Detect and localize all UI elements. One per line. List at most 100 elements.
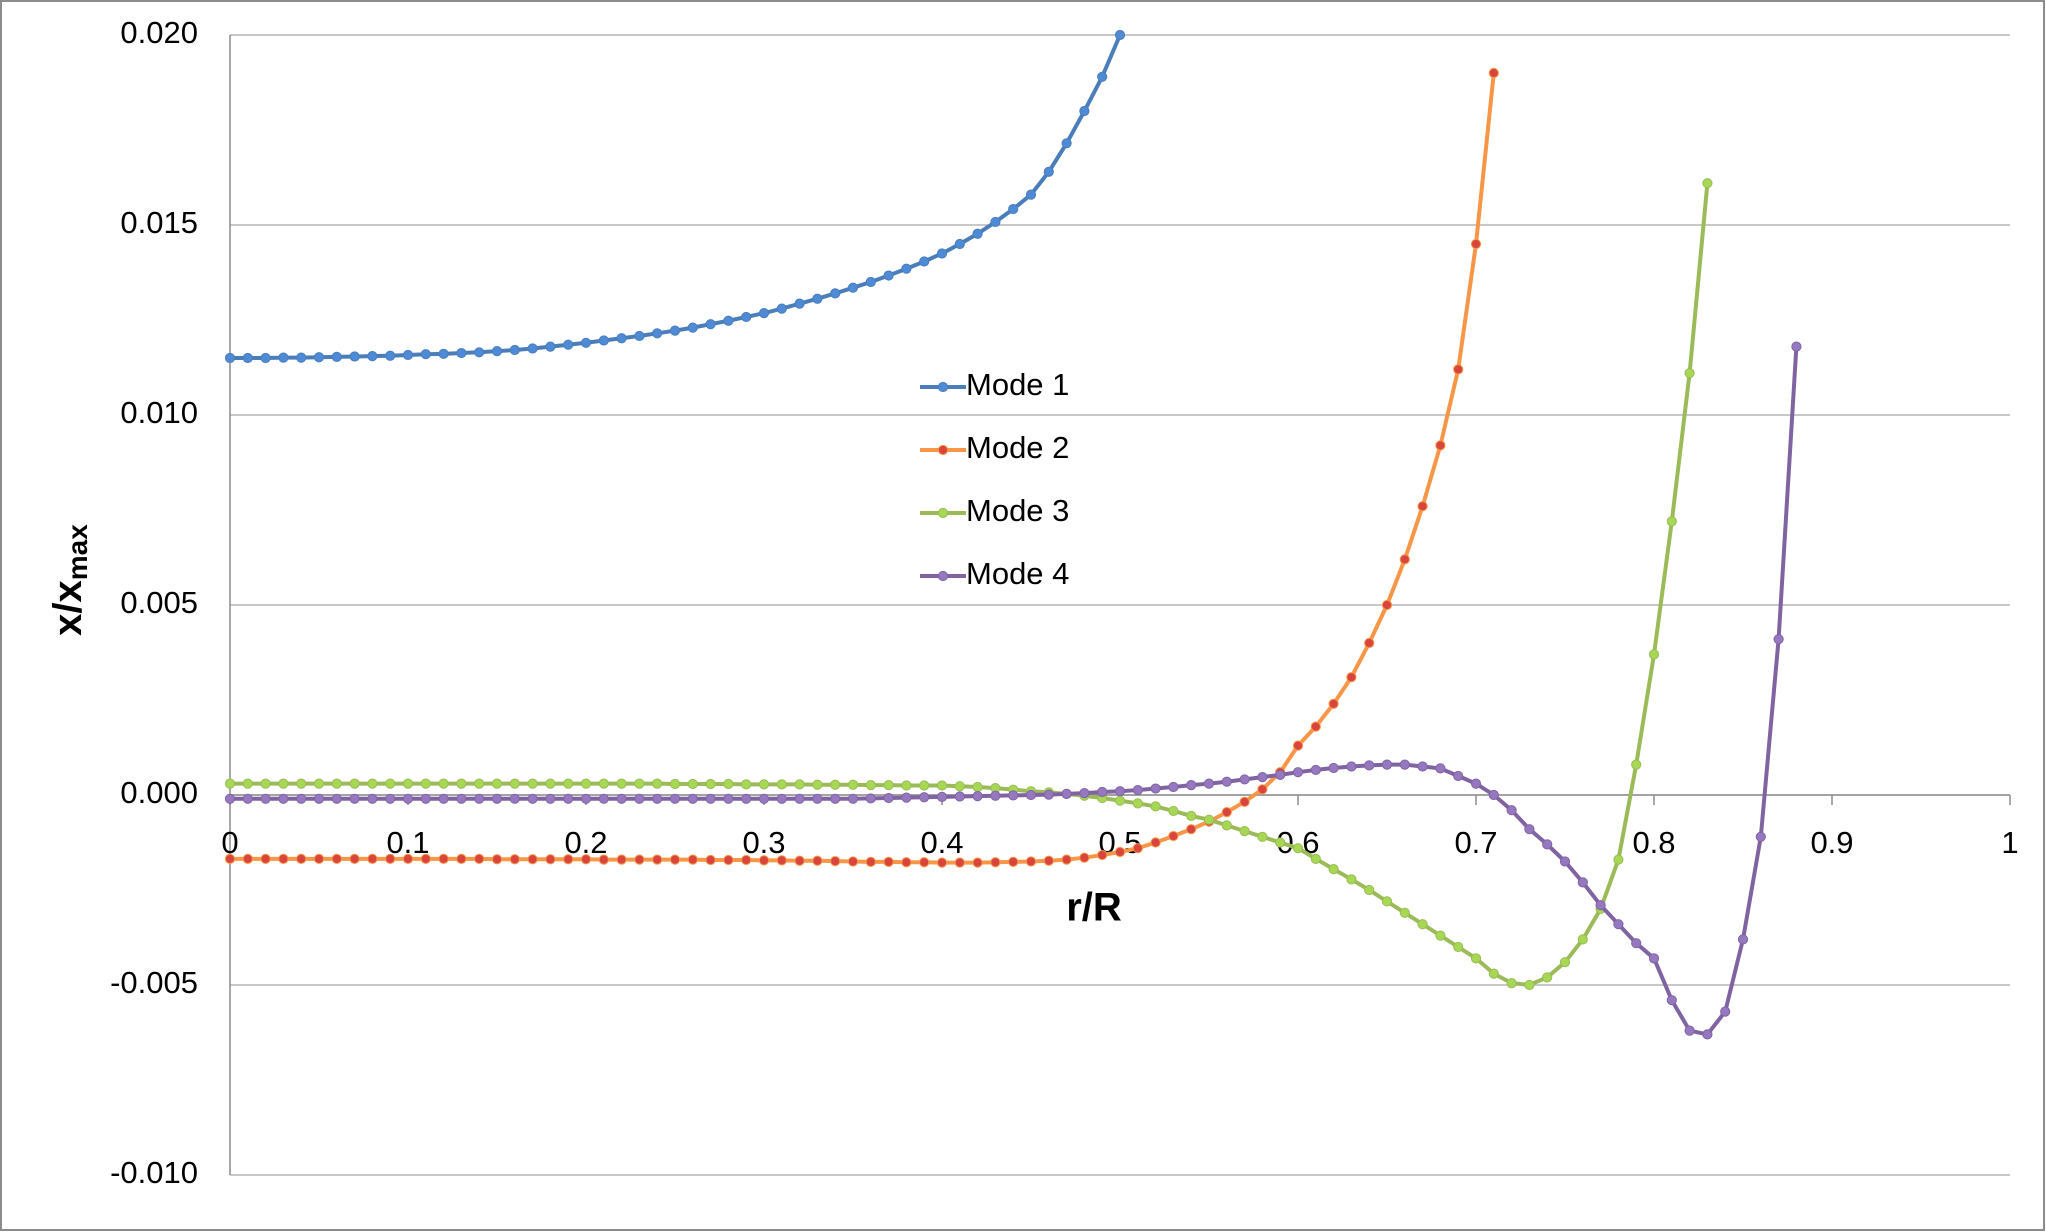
data-point xyxy=(420,793,431,804)
data-point xyxy=(1417,761,1428,772)
data-point xyxy=(545,778,556,789)
data-point xyxy=(723,854,734,866)
data-point xyxy=(1542,839,1553,850)
data-point xyxy=(491,778,503,789)
data-point xyxy=(758,308,770,319)
data-point xyxy=(278,793,289,804)
data-point xyxy=(901,780,912,791)
data-point xyxy=(652,328,663,339)
data-point xyxy=(509,778,520,789)
data-point xyxy=(954,791,965,802)
data-point xyxy=(474,853,485,864)
data-point xyxy=(758,855,770,866)
data-point xyxy=(1114,29,1126,41)
data-point xyxy=(349,793,360,804)
data-point xyxy=(1008,203,1019,215)
data-point xyxy=(1328,762,1339,774)
data-point xyxy=(1132,843,1143,854)
data-point xyxy=(491,793,503,804)
data-point xyxy=(331,793,342,804)
data-point xyxy=(1702,178,1713,189)
data-point xyxy=(1666,516,1677,527)
data-point xyxy=(1702,1029,1713,1040)
data-point xyxy=(883,270,894,281)
data-point xyxy=(349,853,360,864)
data-point xyxy=(634,330,645,342)
data-point xyxy=(1275,837,1286,848)
data-point xyxy=(901,263,912,274)
data-point xyxy=(1168,781,1179,793)
data-point xyxy=(847,282,859,293)
data-point xyxy=(616,793,627,804)
data-point xyxy=(1399,907,1410,918)
data-point xyxy=(634,854,645,865)
data-point xyxy=(1648,649,1660,660)
data-point xyxy=(1257,772,1268,783)
data-point xyxy=(1239,826,1250,837)
data-point xyxy=(972,791,983,802)
data-point xyxy=(794,298,805,309)
data-point xyxy=(331,778,342,789)
data-point xyxy=(1737,934,1749,945)
data-point xyxy=(1292,843,1304,854)
data-point xyxy=(1310,853,1321,864)
data-point xyxy=(936,791,948,803)
data-point xyxy=(1079,788,1090,799)
data-point xyxy=(1346,874,1357,885)
data-point xyxy=(812,855,823,866)
data-point xyxy=(242,778,253,789)
data-point xyxy=(723,778,734,790)
data-point xyxy=(242,793,253,804)
y-axis-title: x/xmax xyxy=(46,524,94,636)
data-point xyxy=(438,793,449,804)
x-tick-label: 0.3 xyxy=(742,825,785,860)
legend-marker xyxy=(937,570,949,582)
data-point xyxy=(1186,810,1197,822)
data-point xyxy=(491,854,503,865)
data-point xyxy=(1720,1006,1731,1017)
data-point xyxy=(1488,67,1499,79)
data-point xyxy=(865,856,876,867)
data-point xyxy=(1043,166,1054,177)
data-point xyxy=(1203,778,1215,789)
data-point xyxy=(224,853,236,864)
data-point xyxy=(1008,856,1019,867)
data-point xyxy=(224,778,236,789)
data-point xyxy=(1168,805,1179,817)
y-tick-label: 0.010 xyxy=(120,395,198,430)
data-point xyxy=(1310,764,1321,776)
data-point xyxy=(847,793,859,804)
y-axis-title-main: x/x xyxy=(46,580,90,636)
data-point xyxy=(1381,896,1393,907)
data-point xyxy=(420,349,431,360)
data-point xyxy=(402,778,414,789)
y-tick-label: 0.000 xyxy=(120,775,198,810)
data-point xyxy=(420,853,431,864)
data-point xyxy=(1684,1025,1695,1036)
data-point xyxy=(1506,978,1517,989)
data-point xyxy=(1399,554,1410,565)
x-tick-label: 0.9 xyxy=(1810,825,1853,860)
data-point xyxy=(1257,831,1268,842)
data-point xyxy=(1506,805,1517,816)
data-point xyxy=(563,339,574,350)
data-point xyxy=(812,779,823,790)
data-point xyxy=(1417,501,1428,512)
data-point xyxy=(1097,786,1108,798)
data-point xyxy=(616,778,627,789)
data-point xyxy=(687,778,698,790)
data-point xyxy=(1150,801,1161,812)
data-point xyxy=(616,333,627,344)
data-point xyxy=(1275,769,1286,780)
data-point xyxy=(652,778,663,789)
data-point xyxy=(1773,634,1784,645)
data-point xyxy=(705,854,716,866)
data-point xyxy=(580,778,592,789)
data-point xyxy=(705,319,716,330)
data-point xyxy=(1328,698,1339,709)
data-point xyxy=(883,856,894,867)
data-point xyxy=(847,779,859,790)
data-point xyxy=(385,350,396,361)
data-point xyxy=(830,793,841,804)
